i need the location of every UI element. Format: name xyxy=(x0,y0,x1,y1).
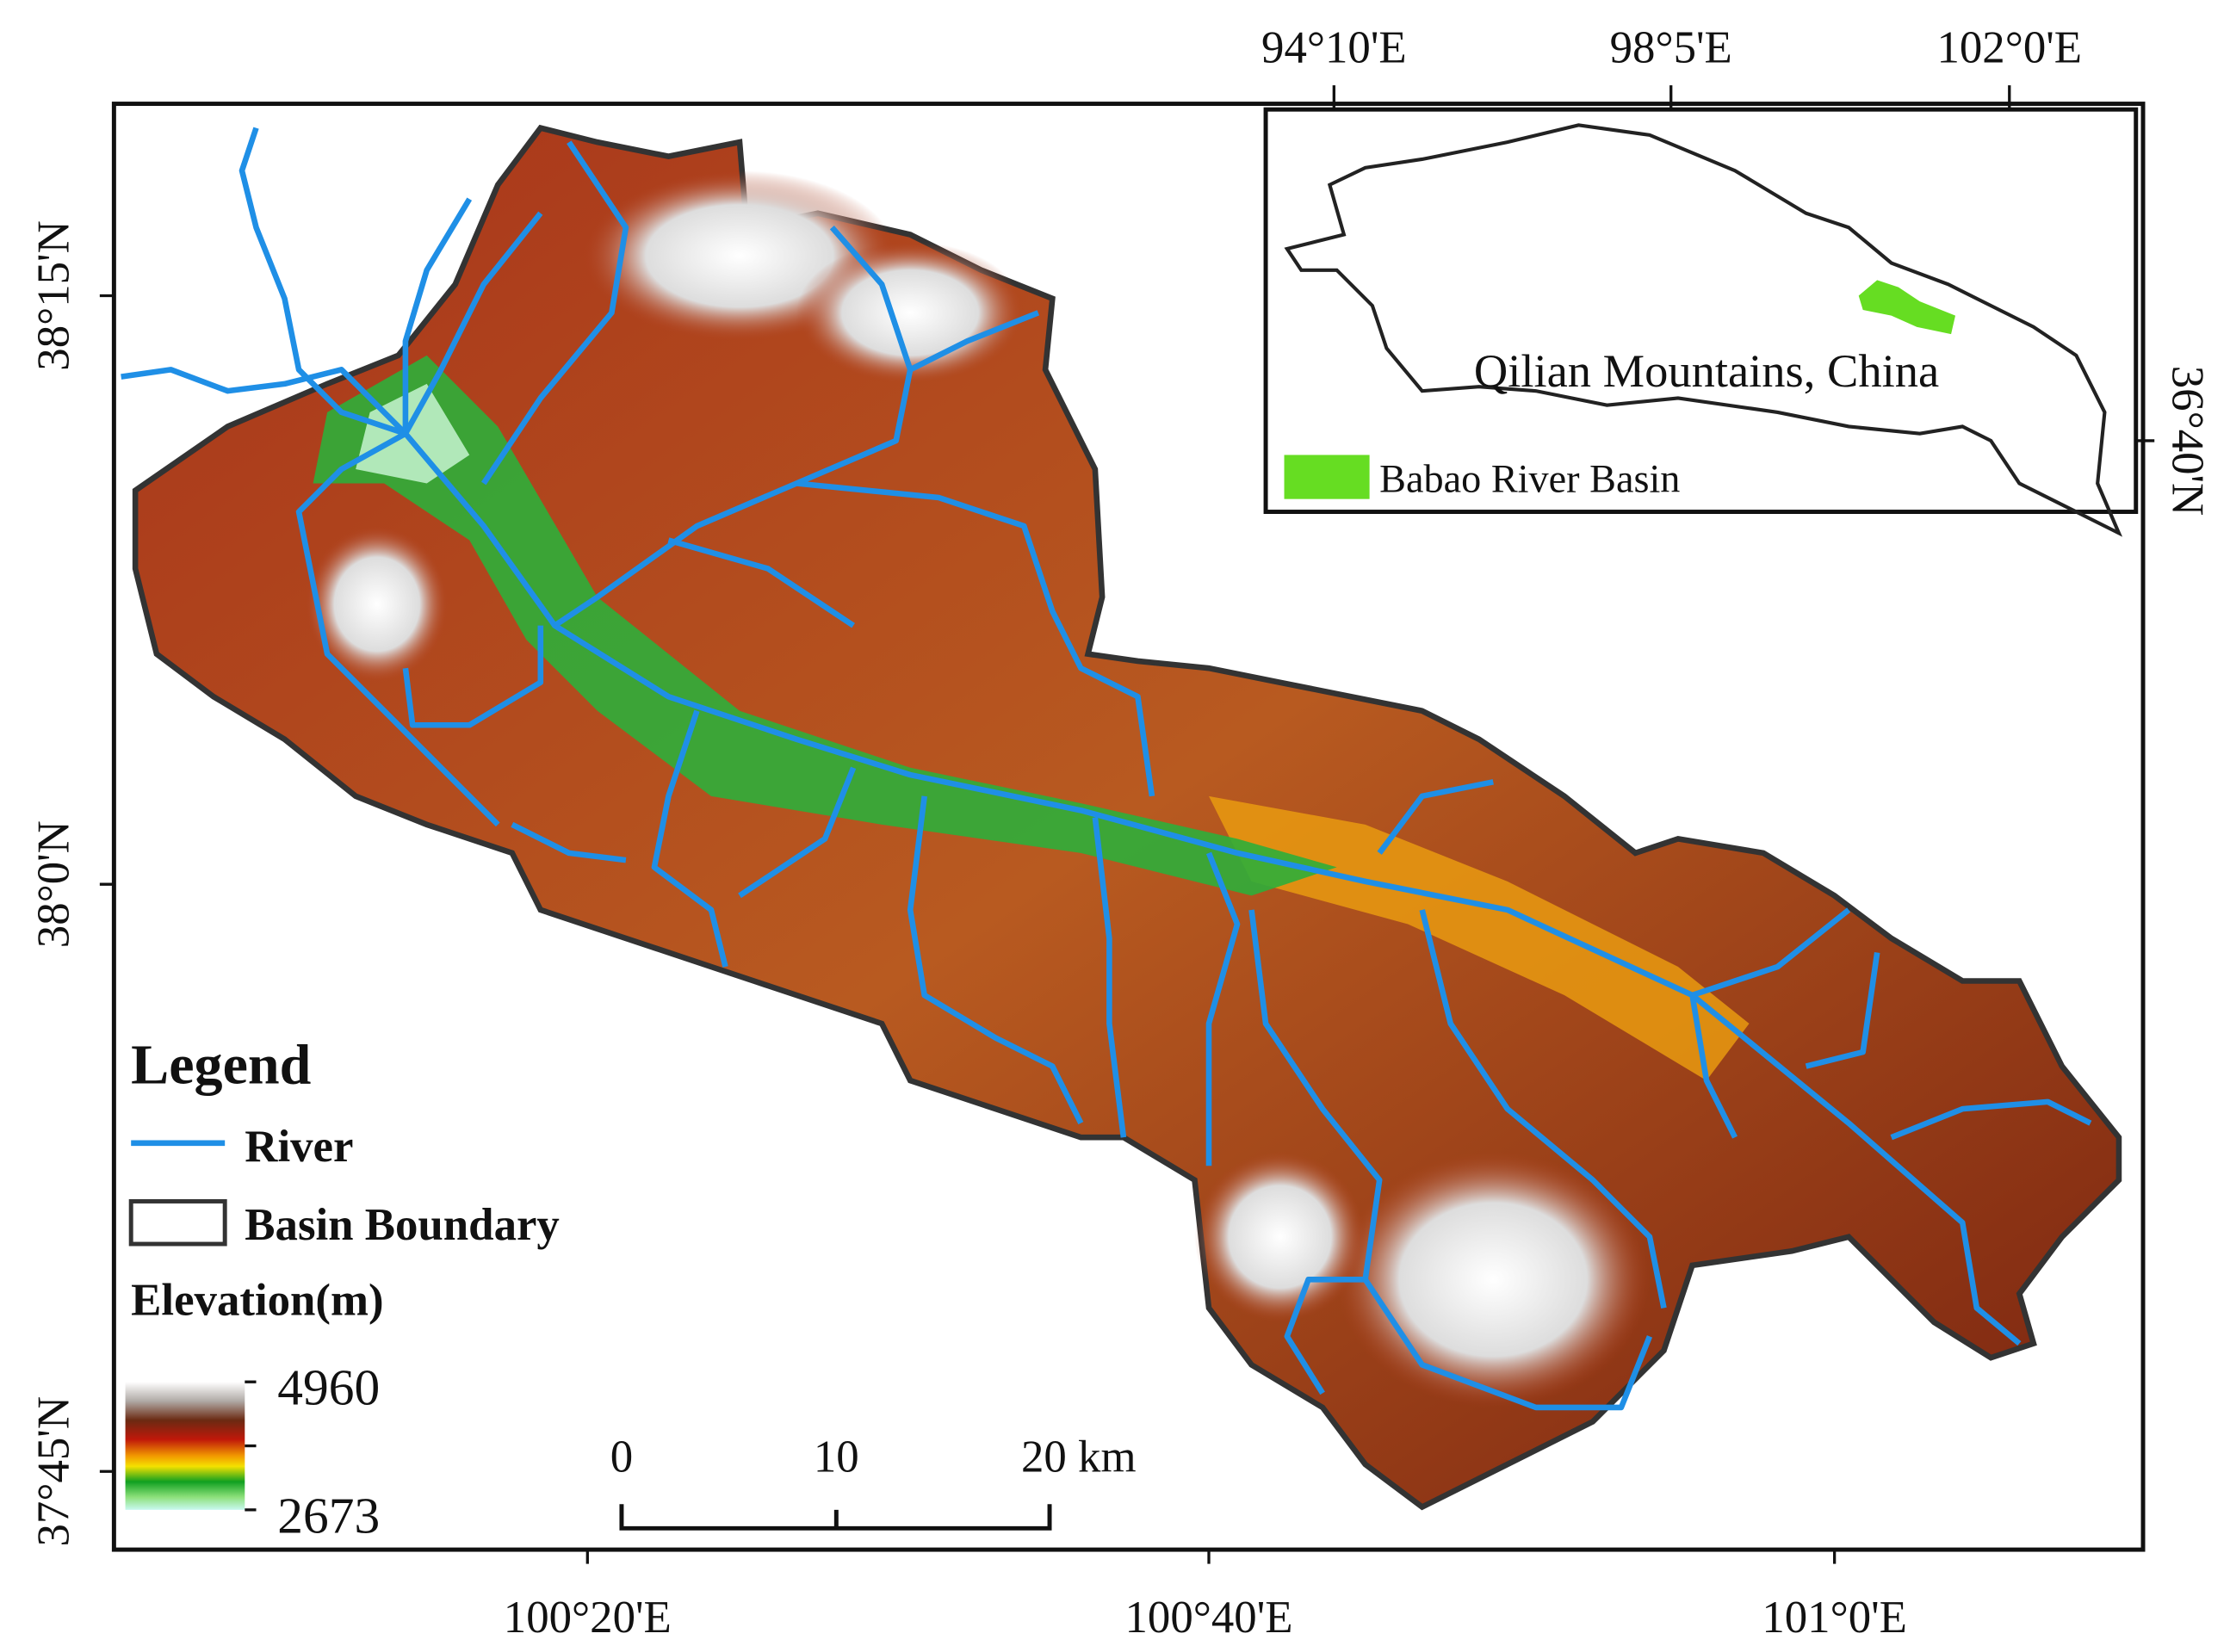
basin xyxy=(132,124,2122,1511)
river xyxy=(511,821,627,863)
scale-bar-label: 10 xyxy=(814,1432,859,1482)
river xyxy=(907,795,1084,1125)
inset-longitude-label: 102°0'E xyxy=(1936,23,2082,73)
scale-bar-label: 20 km xyxy=(1021,1432,1137,1482)
snow-area xyxy=(1194,1151,1366,1322)
graticule: 100°20'E 100°40'E 101°0'E 38°15'N 38°0'N… xyxy=(29,220,1907,1643)
inset-latitude-label: 36°40'N xyxy=(2163,366,2213,516)
inset-longitude-label: 94°10'E xyxy=(1261,23,1407,73)
river xyxy=(121,367,408,436)
snow-area xyxy=(306,526,449,683)
river xyxy=(1092,817,1127,1138)
river xyxy=(1377,779,1494,855)
river xyxy=(908,310,1040,373)
elevation-max-label: 4960 xyxy=(277,1359,380,1416)
river xyxy=(553,226,914,628)
latitude-label: 37°45'N xyxy=(29,1396,79,1546)
qilian-outline xyxy=(1284,123,2123,537)
inset-longitude-label: 98°5'E xyxy=(1610,23,1732,73)
legend-title: Legend xyxy=(131,1033,311,1096)
legend-subtitle: Elevation(m) xyxy=(131,1276,383,1326)
river xyxy=(1805,952,1880,1069)
river xyxy=(1689,994,1738,1139)
river xyxy=(651,709,728,968)
river xyxy=(738,766,857,899)
snow-area xyxy=(1336,1151,1650,1408)
elevation-ramp xyxy=(125,1382,245,1510)
longitude-label: 100°40'E xyxy=(1125,1593,1293,1643)
longitude-label: 101°0'E xyxy=(1762,1593,1907,1643)
river xyxy=(238,127,406,436)
longitude-label: 100°20'E xyxy=(504,1593,672,1643)
river xyxy=(481,140,629,486)
inset-legend-label: Babao River Basin xyxy=(1379,457,1680,501)
elevation-min-label: 2673 xyxy=(277,1487,380,1544)
scale-bar: 0 10 20 km xyxy=(610,1432,1137,1531)
river xyxy=(1691,907,1851,999)
inset-map: 94°10'E 98°5'E 102°0'E 36°40'N Qilian Mo… xyxy=(1261,23,2213,537)
river xyxy=(1890,1098,2092,1141)
river xyxy=(1205,851,1241,1166)
river xyxy=(667,537,855,628)
river xyxy=(403,431,2022,1346)
rivers xyxy=(121,127,2092,1411)
legend-boundary-symbol xyxy=(128,1199,227,1247)
legend-label: River xyxy=(245,1122,353,1172)
scale-bar-label: 0 xyxy=(610,1432,633,1482)
babao-basin xyxy=(1858,280,1956,335)
snow-area xyxy=(796,241,1025,384)
latitude-label: 38°15'N xyxy=(29,220,79,370)
river xyxy=(1419,909,1667,1309)
inset-region-label: Qilian Mountains, China xyxy=(1474,344,1939,397)
river xyxy=(402,197,473,434)
river xyxy=(295,211,543,827)
latitude-label: 38°0'N xyxy=(29,820,79,948)
river xyxy=(1284,1277,1366,1395)
legend: Legend River Basin Boundary Elevation(m)… xyxy=(125,1033,560,1544)
inset-frame xyxy=(1263,107,2139,515)
valley-floor xyxy=(1208,795,1750,1081)
legend-label: Basin Boundary xyxy=(245,1200,560,1250)
river xyxy=(402,625,544,728)
inset-legend-swatch xyxy=(1284,455,1370,499)
river xyxy=(796,480,1155,797)
